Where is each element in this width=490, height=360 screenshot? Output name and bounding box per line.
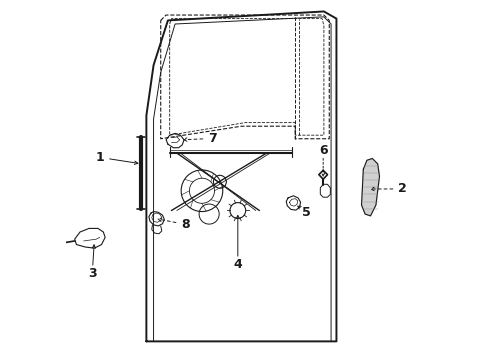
Text: 4: 4 (233, 258, 242, 271)
Text: 1: 1 (96, 151, 104, 164)
Text: 5: 5 (301, 206, 310, 219)
Text: 7: 7 (208, 132, 217, 145)
Text: 3: 3 (88, 267, 97, 280)
Text: 6: 6 (319, 144, 327, 157)
Polygon shape (362, 158, 379, 216)
Text: 2: 2 (398, 183, 407, 195)
Text: 8: 8 (181, 218, 190, 231)
